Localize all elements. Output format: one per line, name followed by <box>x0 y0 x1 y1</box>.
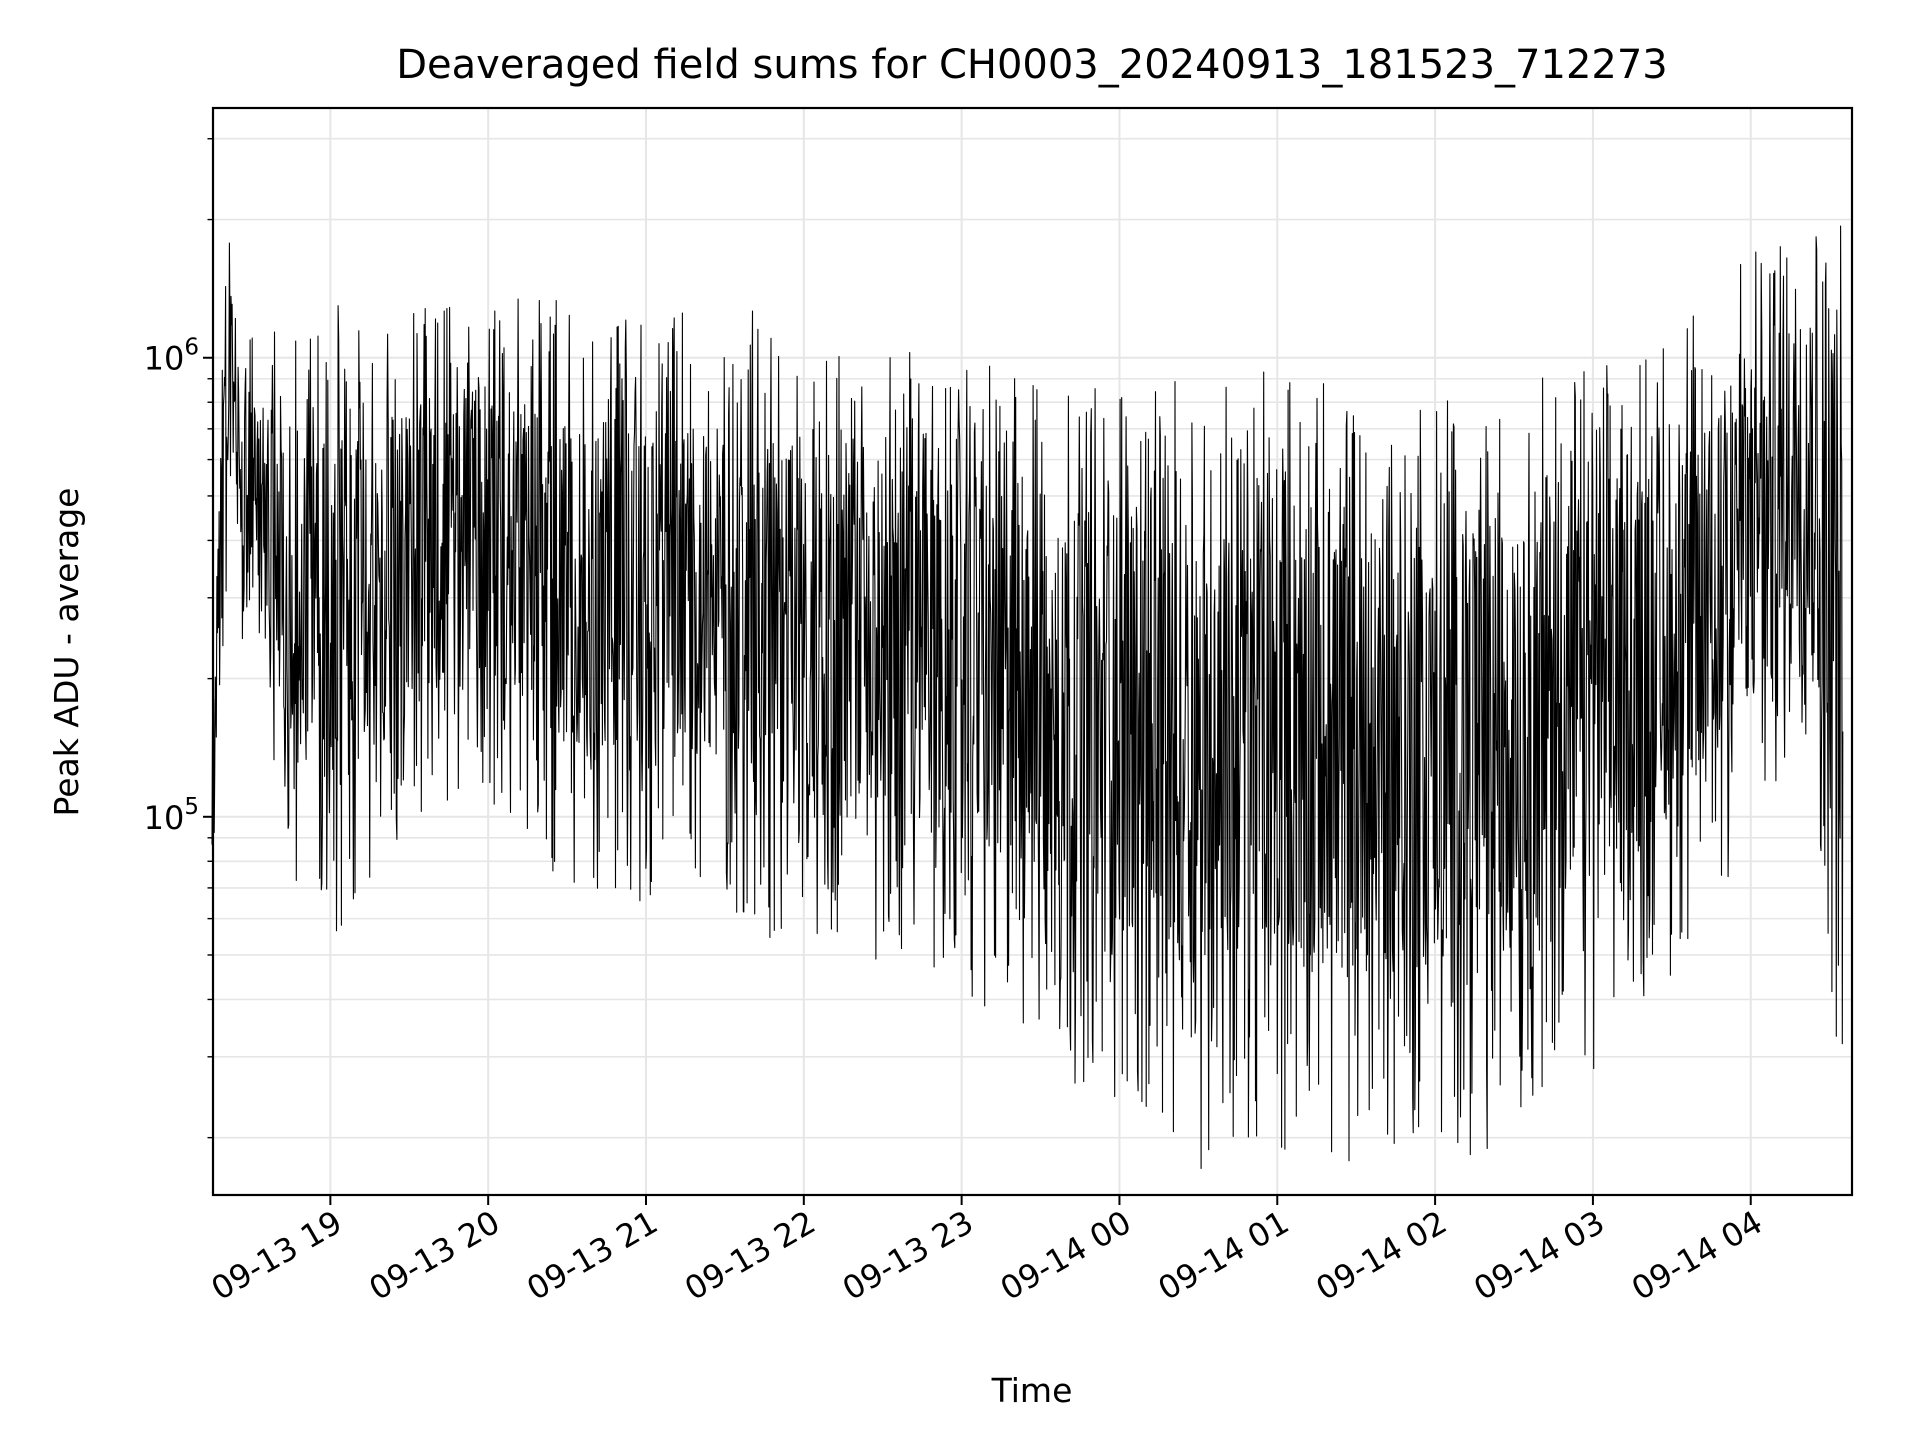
y-axis-label: Peak ADU - average <box>47 488 86 817</box>
y-tick-label: 105 <box>144 794 199 837</box>
series-line <box>211 225 1844 1170</box>
series-path <box>211 225 1844 1170</box>
chart-title: Deaveraged field sums for CH0003_2024091… <box>396 42 1668 88</box>
y-tick-label: 106 <box>144 335 199 378</box>
y-axis: 105 106 <box>144 138 213 1139</box>
x-axis-label: Time <box>991 1371 1073 1410</box>
plot-frame <box>211 106 1854 1197</box>
